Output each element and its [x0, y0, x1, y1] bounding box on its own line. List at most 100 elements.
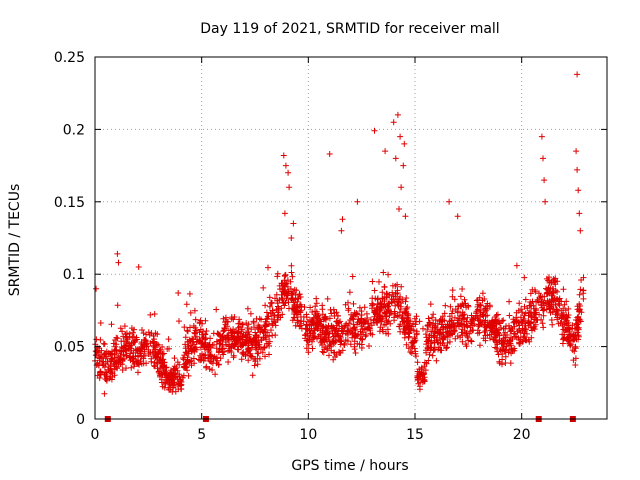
- data-point: [113, 341, 120, 348]
- data-point: [143, 360, 150, 367]
- data-point: [294, 310, 301, 316]
- data-point: [166, 376, 173, 383]
- data-point: [298, 325, 305, 332]
- data-point: [126, 330, 133, 337]
- data-point: [328, 310, 335, 317]
- data-point: [166, 345, 172, 352]
- data-point: [400, 162, 407, 169]
- data-point: [355, 331, 362, 338]
- data-point: [374, 295, 381, 302]
- data-point: [196, 329, 203, 336]
- data-point: [213, 306, 220, 313]
- data-point: [264, 329, 271, 336]
- data-point: [322, 344, 329, 351]
- data-point: [480, 313, 487, 320]
- data-point: [576, 291, 583, 298]
- data-point: [169, 388, 176, 395]
- x-tick-label: 5: [197, 427, 206, 443]
- data-point: [394, 287, 401, 294]
- data-point: [463, 322, 470, 329]
- data-point: [394, 281, 401, 288]
- data-point: [565, 305, 572, 312]
- data-point: [388, 298, 395, 305]
- data-point: [330, 338, 337, 345]
- data-point: [228, 345, 234, 352]
- data-point: [121, 323, 128, 330]
- data-point: [325, 325, 331, 331]
- data-point: [230, 316, 237, 323]
- data-point: [506, 325, 513, 332]
- data-point: [184, 354, 191, 361]
- data-point: [443, 344, 450, 351]
- data-point: [176, 373, 183, 380]
- data-point: [493, 328, 500, 335]
- data-point: [163, 364, 170, 371]
- data-point: [341, 342, 348, 348]
- data-point: [187, 309, 194, 316]
- data-point: [575, 332, 582, 339]
- data-point: [527, 290, 534, 297]
- data-point: [413, 313, 420, 320]
- data-point: [260, 335, 267, 341]
- data-point: [207, 335, 214, 342]
- data-point: [159, 363, 166, 370]
- data-point: [420, 325, 426, 332]
- data-point: [338, 327, 345, 334]
- data-point: [190, 355, 197, 362]
- data-point: [449, 287, 456, 294]
- data-point: [555, 320, 562, 327]
- data-point: [530, 319, 537, 325]
- data-point: [363, 332, 370, 338]
- data-point: [487, 303, 493, 310]
- data-point: [205, 355, 212, 362]
- data-point: [244, 305, 251, 312]
- data-point: [510, 330, 517, 337]
- data-point: [443, 345, 449, 352]
- data-point: [239, 321, 246, 328]
- data-point: [577, 227, 584, 234]
- data-point: [536, 311, 543, 318]
- data-point: [245, 357, 252, 364]
- data-point: [479, 290, 486, 297]
- data-point: [93, 285, 100, 292]
- data-point: [531, 305, 538, 312]
- data-point: [272, 322, 279, 329]
- data-point: [540, 155, 546, 162]
- data-point: [471, 321, 478, 327]
- data-point: [441, 334, 448, 341]
- data-point: [262, 302, 269, 309]
- data-point: [532, 288, 539, 295]
- data-point: [279, 311, 286, 318]
- data-point: [376, 278, 382, 285]
- data-point: [401, 334, 408, 341]
- data-point: [511, 345, 518, 352]
- data-point: [248, 353, 255, 360]
- data-point: [152, 330, 159, 337]
- data-point: [222, 314, 229, 321]
- data-point: [519, 309, 526, 316]
- data-point: [396, 295, 403, 302]
- data-point: [488, 331, 495, 338]
- data-point: [475, 301, 482, 308]
- data-point: [326, 352, 332, 359]
- data-point: [394, 301, 401, 308]
- data-point: [473, 310, 480, 317]
- data-point: [96, 354, 103, 361]
- data-point: [113, 347, 120, 353]
- data-point: [519, 338, 526, 345]
- data-point: [395, 302, 402, 309]
- data-point: [294, 317, 301, 324]
- data-point: [253, 315, 260, 322]
- data-point: [268, 327, 274, 334]
- data-point: [318, 322, 325, 329]
- data-point: [536, 294, 543, 301]
- data-point: [177, 381, 184, 388]
- data-point: [414, 376, 421, 383]
- data-point: [430, 347, 437, 354]
- data-point: [297, 301, 304, 308]
- data-point: [460, 316, 467, 323]
- data-point: [131, 326, 137, 333]
- data-point: [180, 372, 187, 379]
- data-point: [507, 360, 514, 367]
- data-point: [186, 290, 193, 297]
